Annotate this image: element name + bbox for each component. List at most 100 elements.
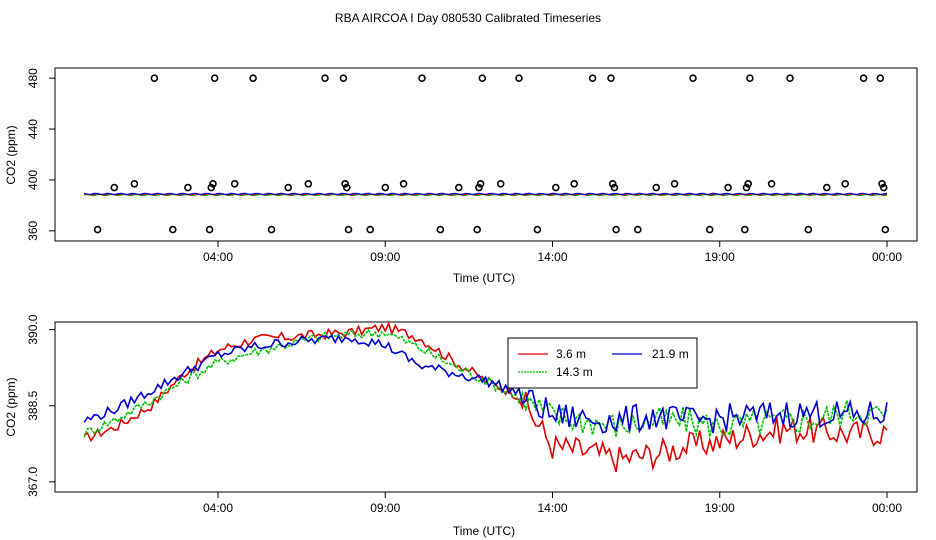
outlier-point	[608, 180, 617, 188]
legend-label-14-3m: 14.3 m	[556, 365, 593, 379]
outlier-point	[454, 183, 463, 192]
outlier-point	[169, 225, 177, 234]
top-panel-all-outliers: 04:00 09:00 14:00 19:00 00:00 360 400 440 480 T…	[4, 67, 918, 285]
outlier-point	[476, 180, 485, 188]
outlier-point	[740, 225, 749, 234]
top-y-axis: 360 400 440 480	[26, 68, 55, 241]
x-tick-label: 00:00	[872, 250, 902, 264]
bottom-plot-frame	[54, 321, 918, 493]
top-series-lines	[84, 192, 888, 197]
outlier-point	[841, 180, 850, 188]
outlier-point	[321, 74, 329, 82]
outlier-point	[612, 225, 620, 234]
x-tick-label: 04:00	[203, 250, 233, 264]
outlier-point	[633, 225, 642, 234]
outlier-point	[878, 180, 886, 188]
y-tick-label: 360	[26, 220, 40, 240]
outlier-point	[744, 180, 753, 188]
top-y-axis-label: CO2 (ppm)	[4, 125, 18, 184]
outlier-point	[607, 74, 615, 82]
outlier-point	[786, 74, 794, 82]
outlier-point	[130, 180, 139, 188]
bottom-y-axis: 367.0 388.5 390.0	[26, 314, 55, 497]
x-tick-label: 00:00	[872, 501, 902, 515]
outlier-point	[230, 180, 239, 188]
outlier-point	[436, 225, 445, 234]
outlier-point	[570, 180, 579, 188]
outlier-point	[205, 225, 214, 234]
outlier-point	[689, 74, 697, 82]
top-plot-frame	[54, 67, 918, 242]
bottom-x-axis-label: Time (UTC)	[453, 524, 515, 538]
bottom-series-lines	[83, 321, 888, 472]
y-tick-label: 400	[26, 170, 40, 190]
outlier-point	[381, 183, 390, 192]
outlier-point	[746, 74, 754, 82]
outlier-point	[475, 183, 483, 192]
outlier-point	[93, 225, 102, 234]
outlier-point	[267, 225, 276, 234]
outlier-point	[339, 74, 348, 82]
outlier-point	[184, 183, 192, 192]
x-tick-label: 04:00	[203, 501, 233, 515]
x-tick-label: 19:00	[705, 501, 735, 515]
series-line-21-9-m	[83, 334, 888, 434]
x-tick-label: 09:00	[370, 250, 400, 264]
outlier-point	[533, 225, 542, 234]
outlier-point	[344, 225, 353, 234]
outlier-point	[473, 225, 482, 234]
outlier-point	[881, 225, 890, 234]
outlier-point	[478, 74, 487, 82]
outlier-point	[284, 183, 293, 192]
outlier-point	[342, 183, 351, 192]
outlier-point	[804, 225, 813, 234]
top-x-axis: 04:00 09:00 14:00 19:00 00:00	[203, 241, 902, 264]
outlier-point	[249, 74, 257, 82]
x-tick-label: 14:00	[537, 250, 567, 264]
outlier-point	[705, 225, 714, 234]
outlier-point	[515, 74, 523, 82]
outlier-point	[670, 180, 679, 188]
outlier-point	[210, 74, 219, 82]
y-tick-label: 367.0	[26, 467, 40, 497]
series-line-3-6-m	[83, 321, 888, 472]
outlier-point	[652, 183, 661, 192]
legend-label-21-9m: 21.9 m	[652, 347, 689, 361]
legend-box	[507, 337, 698, 389]
outlier-point	[150, 74, 159, 82]
bottom-y-axis-label: CO2 (ppm)	[4, 377, 18, 436]
x-tick-label: 19:00	[705, 250, 735, 264]
outlier-point	[879, 183, 888, 192]
outlier-point	[207, 183, 216, 192]
outlier-point	[742, 183, 751, 192]
outlier-point	[399, 180, 408, 188]
outlier-point	[859, 74, 868, 82]
top-x-axis-label: Time (UTC)	[453, 271, 515, 285]
outlier-point	[209, 180, 217, 188]
outlier-point	[110, 183, 119, 192]
outlier-point	[304, 180, 313, 188]
outlier-point	[767, 180, 776, 188]
outlier-point	[822, 183, 831, 192]
outlier-point	[551, 183, 560, 192]
bottom-panel-zoomed: 04:00 09:00 14:00 19:00 00:00 367.0 388.5 390.…	[4, 314, 918, 538]
x-tick-label: 09:00	[370, 501, 400, 515]
outlier-point	[876, 74, 885, 82]
x-tick-label: 14:00	[537, 501, 567, 515]
top-outlier-points	[93, 74, 890, 234]
legend-label-3-6m: 3.6 m	[556, 347, 586, 361]
bottom-x-axis: 04:00 09:00 14:00 19:00 00:00	[203, 492, 902, 515]
y-tick-label: 390.0	[26, 314, 40, 344]
outlier-point	[724, 183, 732, 192]
outlier-point	[366, 225, 375, 234]
outlier-point	[588, 74, 597, 82]
y-tick-label: 480	[26, 68, 40, 88]
figure-title: RBA AIRCOA I Day 080530 Calibrated Times…	[335, 11, 601, 25]
series-line-14-3-m	[83, 328, 888, 438]
y-tick-label: 440	[26, 119, 40, 139]
legend: 3.6 m 21.9 m 14.3 m	[507, 337, 698, 389]
outlier-point	[418, 74, 426, 82]
y-tick-label: 388.5	[26, 390, 40, 420]
outlier-point	[496, 180, 505, 188]
